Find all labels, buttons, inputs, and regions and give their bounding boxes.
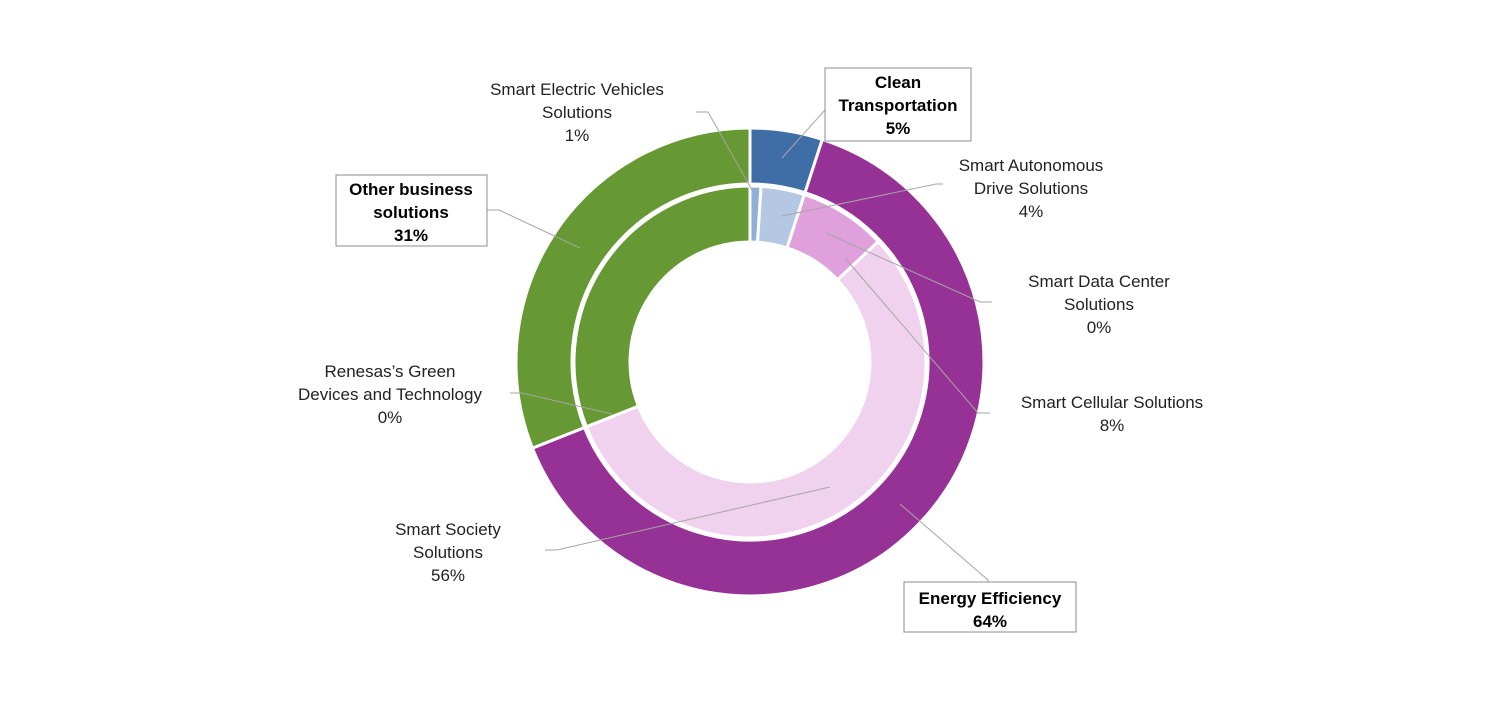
energy-efficiency-label-box [903,581,1077,633]
data-label-smart-data-center: Smart Data Center Solutions 0% [1028,272,1170,337]
label-percent: 56% [431,566,465,585]
label-line: Smart Electric Vehicles [490,80,664,99]
data-label-renesas-green-devices: Renesas’s Green Devices and Technology 0… [298,362,482,427]
leader-scell [844,257,990,414]
leader-sad [781,183,943,217]
label-line: Energy Efficiency [919,589,1062,608]
data-label-smart-autonomous-drive: Smart Autonomous Drive Solutions 4% [959,156,1104,221]
label-line: Drive Solutions [974,179,1088,198]
leader-clean [781,109,826,159]
outer-ring-slice-other-business-solutions [514,126,752,451]
data-label-smart-society: Smart Society Solutions 56% [395,520,501,585]
label-percent: 64% [973,612,1007,631]
inner-ring-slice-smart-society-solutions [584,239,928,540]
label-line: Solutions [413,543,483,562]
label-percent: 5% [886,119,911,138]
data-label-smart-electric-vehicles: Smart Electric Vehicles Solutions 1% [490,80,664,145]
outer-ring [514,126,986,598]
label-line: Smart Society [395,520,501,539]
label-line: Solutions [1064,295,1134,314]
outer-ring-slice-energy-efficiency [530,137,986,598]
inner-ring [572,184,928,540]
label-percent: 0% [1087,318,1112,337]
label-line: Other business [349,180,473,199]
label-line: Devices and Technology [298,385,482,404]
data-label-smart-cellular: Smart Cellular Solutions 8% [1021,393,1203,435]
leader-lines [487,109,992,587]
label-percent: 8% [1100,416,1125,435]
leader-other [487,209,581,249]
data-label-energy-efficiency: Energy Efficiency 64% [919,589,1062,631]
label-percent: 1% [565,126,590,145]
other-business-label-box [335,174,488,247]
leader-sev [696,111,753,191]
data-label-clean-transportation: Clean Transportation 5% [838,73,957,138]
inner-ring-slice-other-business-solutions [572,184,752,429]
data-label-other-business: Other business solutions 31% [349,180,473,245]
label-line: Smart Cellular Solutions [1021,393,1203,412]
leader-society [545,486,831,551]
label-line: Renesas’s Green [324,362,455,381]
leader-green [510,392,613,415]
label-percent: 31% [394,226,428,245]
label-line: Clean [875,73,921,92]
label-line: Solutions [542,103,612,122]
clean-transportation-label-box [824,67,972,142]
label-line: Smart Data Center [1028,272,1170,291]
label-line: Smart Autonomous [959,156,1104,175]
label-line: Transportation [838,96,957,115]
leader-sdc [825,232,992,303]
label-percent: 4% [1019,202,1044,221]
label-percent: 0% [378,408,403,427]
label-line: solutions [373,203,449,222]
